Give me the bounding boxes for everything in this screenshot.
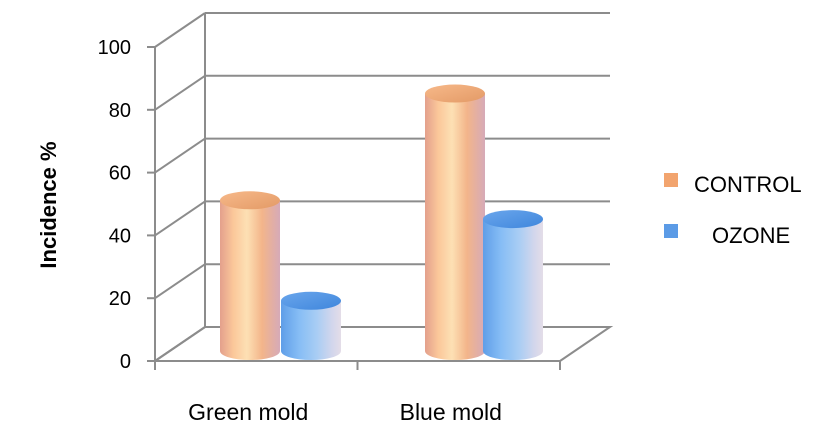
legend-swatch-ozone [664, 224, 678, 238]
bar-control-green-mold [220, 191, 280, 360]
bar-top [425, 84, 485, 103]
bars [220, 84, 543, 361]
bar-top [483, 210, 543, 229]
y-tick-label: 100 [98, 37, 131, 59]
y-tick-label: 0 [120, 351, 131, 373]
x-category-label: Blue mold [400, 399, 502, 425]
bar-ozone-blue-mold [483, 210, 543, 360]
bar-ozone-green-mold [281, 291, 341, 360]
gridline-diagonal [154, 263, 206, 300]
x-category-label: Green mold [188, 399, 308, 425]
category-labels: Green mold Blue mold [188, 399, 502, 425]
floor-outline [154, 326, 614, 362]
legend: CONTROL OZONE [664, 172, 802, 248]
gridline-diagonal [154, 137, 206, 174]
axes [147, 13, 614, 370]
y-tick-label: 40 [109, 225, 131, 247]
bar-control-blue-mold [425, 84, 485, 361]
bar-body [425, 93, 485, 361]
y-tick-label: 60 [109, 163, 131, 185]
bar-body [483, 219, 543, 360]
legend-swatch-control [664, 173, 678, 187]
bar-body [220, 200, 280, 360]
bar-body [281, 300, 341, 360]
gridline-diagonal [154, 200, 206, 237]
bar-top [281, 291, 341, 310]
bar-top [220, 191, 280, 210]
y-tick-labels: 0 20 40 60 80 100 [98, 37, 131, 373]
gridline-diagonal [154, 74, 206, 111]
legend-label-control: CONTROL [694, 172, 802, 197]
y-tick-label: 20 [109, 288, 131, 310]
legend-label-ozone: OZONE [712, 223, 790, 248]
gridline-diagonal [154, 12, 206, 48]
y-tick-label: 80 [109, 100, 131, 122]
y-axis-label: Incidence % [36, 141, 61, 268]
